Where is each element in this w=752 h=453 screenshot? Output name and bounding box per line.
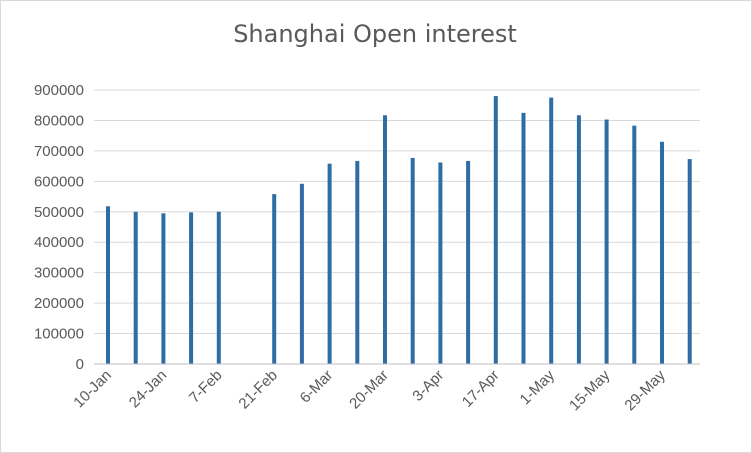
bar-29-May (660, 141, 664, 364)
y-tick-label: 600000 (34, 173, 84, 190)
x-tick-label: 15-May (566, 366, 614, 414)
x-tick-label: 17-Apr (459, 367, 503, 411)
bars (106, 96, 692, 365)
chart-title: Shanghai Open interest (233, 20, 517, 48)
x-tick-label: 6-Mar (297, 367, 337, 407)
bar-10-Apr (466, 160, 471, 364)
bar-6-Mar (327, 163, 332, 364)
bar-7-Feb (216, 211, 221, 364)
bar-21-Feb (272, 194, 277, 364)
x-tick-label: 10-Jan (70, 367, 114, 411)
x-tick-label: 29-May (621, 366, 669, 414)
x-tick-label: 24-Jan (126, 367, 170, 411)
y-tick-label: 0 (76, 356, 84, 373)
bar-31-Jan (189, 212, 194, 364)
bar-10-Jan (106, 206, 110, 364)
y-tick-label: 800000 (34, 112, 84, 129)
y-tick-label: 100000 (34, 326, 84, 343)
x-tick-label: 3-Apr (409, 367, 447, 405)
bar-22-May (632, 125, 637, 365)
bar-1-May (549, 97, 554, 364)
bar-28-Feb (299, 183, 304, 364)
bar-20-Mar (383, 115, 387, 364)
bar-17-Jan (133, 211, 138, 364)
y-tick-label: 900000 (34, 82, 84, 99)
y-tick-label: 700000 (34, 143, 84, 160)
gridlines (94, 89, 700, 335)
y-tick-label: 300000 (34, 265, 84, 282)
bar-15-May (604, 119, 609, 364)
x-tick-label: 20-Mar (346, 367, 392, 413)
bar-24-Apr (521, 112, 526, 364)
y-tick-label: 400000 (34, 234, 84, 251)
bar-24-Jan (161, 213, 166, 364)
bar-8-May (576, 115, 581, 364)
y-tick-label: 200000 (34, 295, 84, 312)
x-tick-label: 21-Feb (235, 367, 281, 413)
x-tick-label: 7-Feb (186, 367, 226, 407)
bar-27-Mar (410, 157, 415, 364)
bar-13-Mar (355, 160, 360, 364)
y-tick-label: 500000 (34, 204, 84, 221)
bar-17-Apr (493, 96, 498, 364)
bar-5-Jun (687, 159, 692, 364)
x-tick-label: 1-May (517, 366, 559, 408)
bar-3-Apr (438, 162, 443, 364)
